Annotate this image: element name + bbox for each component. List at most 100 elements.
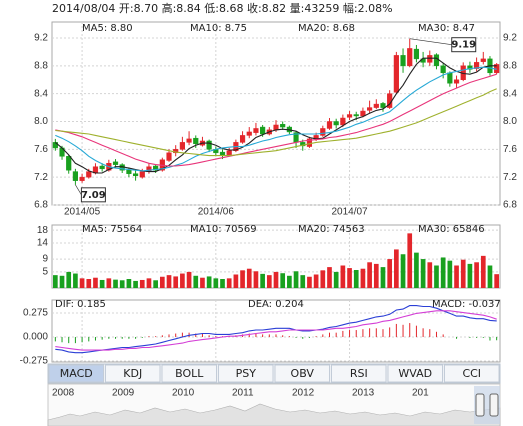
indicator-tab[interactable]	[387, 364, 443, 383]
tab-bar	[47, 363, 501, 384]
volume-bar	[66, 271, 72, 288]
volume-bar	[394, 249, 399, 288]
volume-bar	[139, 279, 145, 288]
volume-bar	[307, 276, 312, 288]
volume-bar	[273, 271, 279, 288]
candle-body	[86, 171, 92, 178]
candle-body	[440, 65, 446, 74]
indicator-tab-label[interactable]: PSY	[236, 367, 257, 380]
macd-line	[55, 310, 497, 351]
volume-bar	[246, 268, 252, 288]
y-tick-label-right: 9.2	[503, 33, 517, 44]
volume-bar	[353, 270, 359, 288]
indicator-tab[interactable]	[444, 364, 500, 383]
volume-bar	[186, 271, 192, 288]
legend-entry: MA20: 74563	[298, 224, 365, 235]
indicator-tab[interactable]	[218, 364, 274, 383]
y-tick-label: 5	[42, 267, 48, 278]
indicator-tab[interactable]	[105, 364, 161, 383]
timeline-handle-left[interactable]	[475, 393, 485, 417]
timeline-year: 2010	[172, 388, 195, 399]
legend-entry: MA10: 70569	[190, 224, 257, 235]
volume-bar	[266, 275, 272, 288]
quote-header: 2014/08/04 开:8.70 高:8.84 低:8.68 收:8.82 量…	[52, 1, 393, 15]
volume-bar	[93, 277, 98, 288]
candle-body	[253, 128, 259, 133]
timeline-year: 2009	[112, 388, 135, 399]
candle-body	[447, 72, 453, 84]
volume-bar	[367, 262, 372, 288]
indicator-tab-label[interactable]: RSI	[350, 367, 368, 380]
volume-bar	[440, 257, 446, 288]
indicator-tab-label[interactable]: OBV	[291, 367, 315, 380]
volume-bar	[300, 275, 306, 288]
volume-bar	[427, 262, 433, 288]
legend-entry: DIF: 0.185	[55, 299, 106, 310]
volume-bar	[380, 267, 386, 288]
indicator-tab-label[interactable]: BOLL	[175, 367, 204, 380]
candle-body	[433, 54, 440, 67]
volume-bar	[73, 273, 78, 288]
timeline-year: 2008	[52, 388, 75, 399]
candle-body	[407, 48, 413, 67]
candle-body	[166, 152, 172, 161]
candle-body	[326, 121, 333, 129]
volume-bar	[454, 265, 459, 288]
candle-body	[79, 176, 85, 181]
volume-bar	[387, 259, 393, 288]
volume-bar	[200, 277, 205, 288]
ma-line	[55, 88, 497, 157]
candle-body	[306, 138, 313, 147]
volume-bar	[400, 254, 406, 288]
volume-bar	[53, 275, 58, 288]
volume-bar	[407, 233, 413, 288]
candle-body	[380, 103, 386, 108]
volume-bar	[373, 263, 379, 288]
volume-bar	[333, 271, 339, 288]
candle-body	[480, 58, 486, 62]
volume-bar	[220, 279, 225, 288]
indicator-tab-label[interactable]: MACD	[60, 367, 93, 380]
y-tick-label: 8.0	[34, 116, 48, 127]
candle-body	[179, 142, 185, 150]
legend-entry: MA30: 65846	[418, 224, 485, 235]
volume-bar	[434, 265, 439, 288]
y-tick-label-right: 8.4	[503, 88, 517, 99]
candle-body	[99, 165, 105, 170]
timeline-history	[47, 403, 501, 426]
volume-bar	[86, 279, 92, 288]
volume-bar	[173, 276, 179, 288]
candle-body	[346, 114, 353, 118]
candle-body	[239, 135, 246, 143]
volume-bar	[287, 275, 292, 288]
indicator-tab-label[interactable]: CCI	[462, 367, 481, 380]
y-tick-label: 18	[37, 225, 49, 236]
y-tick-label: 7.6	[34, 144, 48, 155]
candle-body	[367, 107, 373, 111]
volume-bar	[293, 271, 299, 288]
ma-line	[55, 73, 497, 167]
indicator-tab[interactable]	[331, 364, 387, 383]
indicator-tab[interactable]	[274, 364, 330, 383]
timeline-handle-right[interactable]	[489, 393, 499, 417]
candle-body	[373, 103, 379, 108]
candle-body	[246, 131, 252, 136]
candle-body	[474, 62, 480, 69]
volume-bar	[79, 278, 85, 288]
annotation-leader	[75, 184, 82, 195]
y-tick-label: 8.4	[34, 88, 48, 99]
candle-body	[320, 128, 326, 136]
y-tick-label: 9	[42, 254, 48, 265]
volume-bar	[213, 278, 219, 288]
timeline-year: 2013	[352, 388, 375, 399]
volume-bar	[447, 260, 453, 288]
indicator-tab[interactable]	[161, 364, 217, 383]
candle-body	[400, 55, 406, 67]
indicator-tab-label[interactable]: KDJ	[123, 367, 142, 380]
indicator-tab-label[interactable]: WVAD	[398, 367, 432, 380]
volume-bar	[146, 278, 152, 288]
candle-body	[66, 156, 72, 171]
y-tick-label: 7.2	[34, 172, 48, 183]
volume-bar	[59, 275, 65, 288]
indicator-tab[interactable]	[48, 364, 104, 383]
